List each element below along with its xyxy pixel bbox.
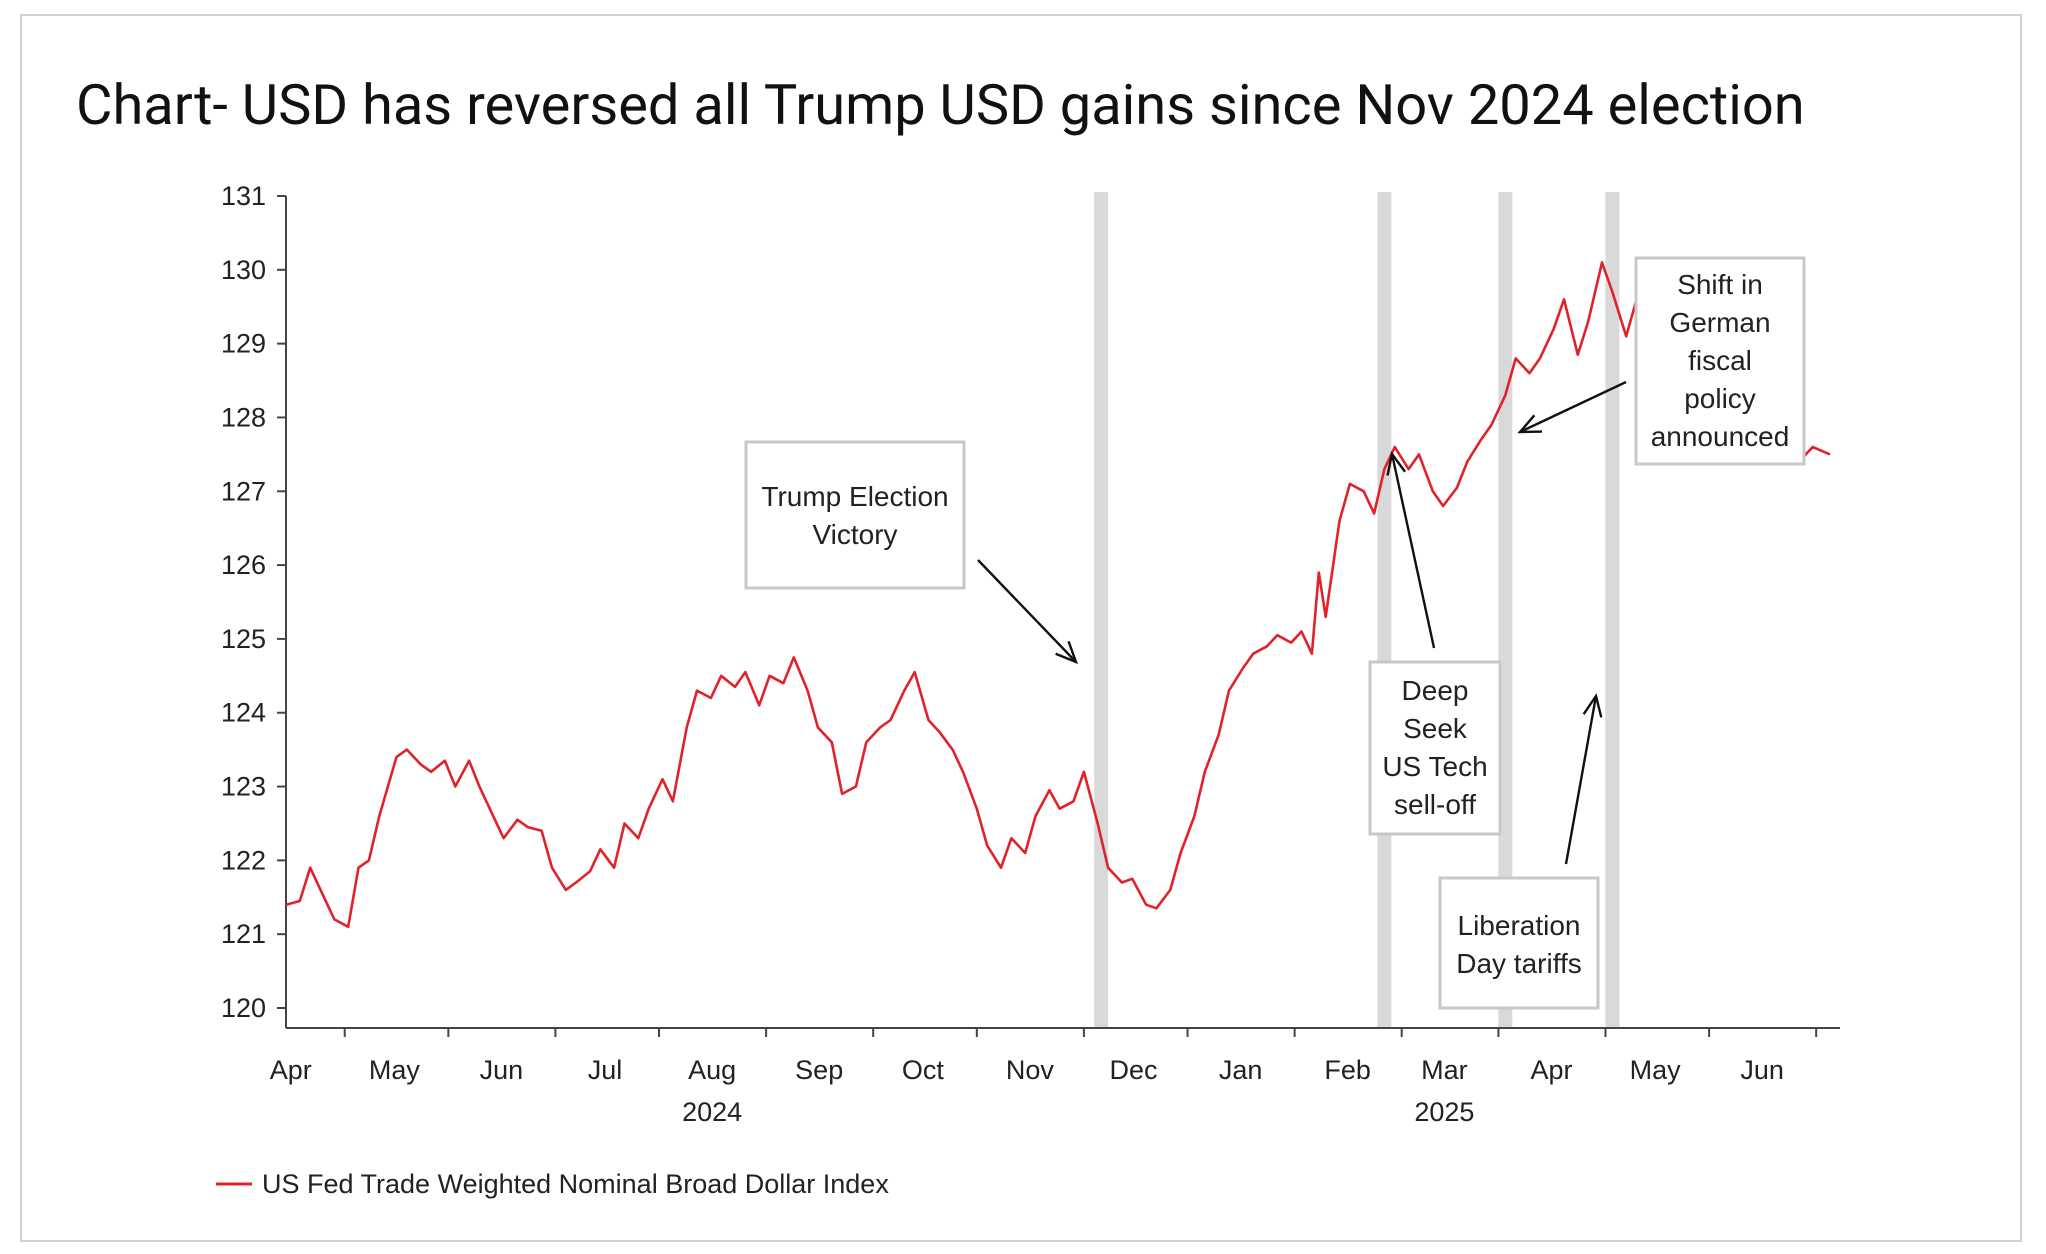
annotation-arrow-2 <box>1390 453 1436 649</box>
annotation-text: Trump Election <box>761 481 948 512</box>
x-tick-label: May <box>369 1055 421 1085</box>
arrow-head <box>1582 693 1603 718</box>
x-tick-label: Nov <box>1006 1055 1055 1085</box>
x-tick-label: Jun <box>480 1055 524 1085</box>
y-tick-label: 124 <box>221 698 266 728</box>
annotation-box-4 <box>1634 256 1806 466</box>
event-bar-1 <box>1094 192 1109 1028</box>
chart-title: Chart- USD has reversed all Trump USD ga… <box>76 72 1805 138</box>
y-tick-label: 129 <box>221 329 266 359</box>
annotation-text: policy <box>1684 383 1756 414</box>
annotation-text: German <box>1669 307 1770 338</box>
legend: US Fed Trade Weighted Nominal Broad Doll… <box>216 1169 889 1199</box>
annotation-arrow-4 <box>1519 380 1627 434</box>
arrow-head <box>1517 414 1543 434</box>
y-tick-label: 130 <box>221 255 266 285</box>
x-tick-label: Apr <box>1530 1055 1572 1085</box>
x-tick-label: Mar <box>1421 1055 1468 1085</box>
x-tick-label: Jan <box>1219 1055 1263 1085</box>
annotation-box-2 <box>1368 660 1502 836</box>
y-tick-label: 121 <box>221 919 266 949</box>
annotation-arrow-1 <box>977 559 1077 663</box>
event-bar-4 <box>1605 192 1620 1028</box>
annotation-text: fiscal <box>1688 345 1752 376</box>
year-label: 2024 <box>682 1097 742 1127</box>
x-tick-label: Dec <box>1110 1055 1158 1085</box>
x-tick-label: Aug <box>688 1055 736 1085</box>
x-tick-label: Apr <box>270 1055 312 1085</box>
series-layer <box>285 261 1831 929</box>
annotation-text: sell-off <box>1394 789 1476 820</box>
y-tick-label: 123 <box>221 772 266 802</box>
y-tick-label: 127 <box>221 476 266 506</box>
x-tick-label: Feb <box>1324 1055 1371 1085</box>
y-tick-label: 122 <box>221 845 266 875</box>
y-tick-label: 128 <box>221 402 266 432</box>
annotation-text: Victory <box>812 519 897 550</box>
legend-label: US Fed Trade Weighted Nominal Broad Doll… <box>262 1169 889 1199</box>
annotation-text: Shift in <box>1677 269 1763 300</box>
x-tick-label: Jun <box>1740 1055 1784 1085</box>
axes: 120 121 122 123 124 125 126 127 128 129 130 131 Apr M… <box>221 181 1840 1127</box>
y-tick-label: 120 <box>221 993 266 1023</box>
annotation-text: Day tariffs <box>1456 948 1582 979</box>
year-label: 2025 <box>1414 1097 1474 1127</box>
annotation-text: Deep <box>1402 675 1469 706</box>
annotation-text: Seek <box>1403 713 1468 744</box>
series-line-1 <box>285 261 1831 929</box>
event-bar-2 <box>1377 192 1392 1028</box>
y-tick-label: 125 <box>221 624 266 654</box>
y-tick-label: 126 <box>221 550 266 580</box>
x-tick-label: Jul <box>588 1055 623 1085</box>
annotation-text: announced <box>1651 421 1790 452</box>
annotation-text: Liberation <box>1458 910 1581 941</box>
annotation-box-3 <box>1438 876 1600 1010</box>
x-tick-label: Sep <box>795 1055 843 1085</box>
x-tick-label: Oct <box>902 1055 945 1085</box>
annotation-text: US Tech <box>1382 751 1487 782</box>
arrow-head <box>1386 451 1406 476</box>
y-tick-label: 131 <box>221 181 266 211</box>
annotation-arrow-3 <box>1564 695 1598 865</box>
annotations: Trump Election Victory Deep Seek US Tech sell… <box>744 256 1806 1010</box>
chart-card <box>20 14 2022 1242</box>
x-tick-label: May <box>1630 1055 1682 1085</box>
arrow-head <box>1055 640 1079 665</box>
annotation-box-1 <box>744 440 966 590</box>
